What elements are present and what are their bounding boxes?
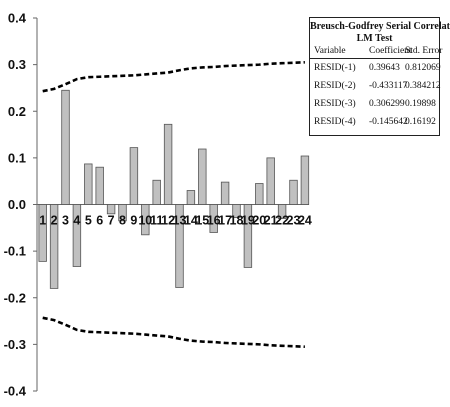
- bar: [186, 190, 196, 205]
- bar: [95, 166, 104, 205]
- bar: [243, 204, 253, 268]
- x-tick-label: 21: [264, 214, 278, 228]
- x-tick-label: 1: [39, 214, 46, 228]
- bar: [163, 123, 173, 205]
- lower-bound-line: [42, 316, 305, 349]
- table-cell-std-error: 0.19898: [405, 99, 436, 109]
- bar: [266, 157, 275, 205]
- bar: [152, 179, 161, 205]
- x-tick-label: 4: [73, 214, 80, 228]
- x-tick-label: 13: [173, 214, 187, 228]
- bar: [175, 204, 184, 288]
- x-tick-label: 12: [161, 214, 175, 228]
- y-tick-label: -0.2: [4, 290, 26, 305]
- bar: [300, 155, 310, 205]
- table-cell-std-error: 0.16192: [405, 117, 436, 127]
- x-tick-label: 3: [62, 214, 69, 228]
- x-tick-label: 2: [51, 214, 58, 228]
- table-cell-variable: RESID(-3): [314, 99, 356, 109]
- x-tick-label: 22: [275, 214, 289, 228]
- bar: [232, 204, 241, 218]
- bar: [72, 204, 82, 267]
- bar: [38, 204, 47, 262]
- y-tick-label: -0.4: [4, 384, 27, 399]
- table-subtitle: LM Test: [356, 33, 393, 44]
- x-tick-label: 17: [218, 214, 232, 228]
- x-tick-label: 24: [298, 214, 312, 228]
- x-tick-label: 14: [184, 214, 198, 228]
- table-cell-variable: RESID(-2): [314, 81, 356, 91]
- bar: [141, 204, 150, 236]
- bar: [255, 183, 264, 205]
- bar: [209, 204, 218, 233]
- x-tick-label: 8: [119, 214, 126, 228]
- bar: [220, 181, 230, 205]
- bar: [106, 204, 116, 215]
- x-tick-label: 23: [287, 214, 301, 228]
- y-tick-label: 0.4: [8, 11, 27, 26]
- table-title: Breusch-Godfrey Serial Correlation: [310, 21, 450, 32]
- y-tick-label: 0.3: [8, 57, 26, 72]
- x-tick-label: 18: [230, 214, 244, 228]
- x-tick-label: 6: [96, 214, 103, 228]
- bar: [277, 204, 287, 219]
- x-tick-label: 20: [252, 214, 266, 228]
- table-header-coefficient: Coefficient: [369, 46, 412, 56]
- table-cell-coefficient: -0.145642: [369, 117, 408, 127]
- table-header-variable: Variable: [314, 46, 346, 56]
- x-tick-label: 11: [150, 214, 163, 228]
- x-tick-label: 15: [195, 214, 209, 228]
- bar: [129, 147, 139, 205]
- table-cell-coefficient: 0.39643: [369, 63, 400, 73]
- y-tick-label: -0.3: [4, 337, 26, 352]
- table-cell-variable: RESID(-1): [314, 63, 356, 73]
- y-tick-label: 0.2: [8, 104, 26, 119]
- x-tick-label: 16: [207, 214, 221, 228]
- y-tick-label: 0.1: [8, 150, 26, 165]
- table-header-divider: [310, 58, 439, 59]
- bar: [289, 179, 298, 205]
- upper-bound-line: [42, 60, 305, 93]
- table-cell-std-error: 0.384212: [405, 81, 441, 91]
- bar: [61, 89, 70, 205]
- x-tick-label: 7: [108, 214, 115, 228]
- table-cell-std-error: 0.812069: [405, 63, 441, 73]
- x-tick-label: 9: [130, 214, 137, 228]
- table-cell-variable: RESID(-4): [314, 117, 356, 127]
- table-cell-coefficient: -0.433117: [369, 81, 408, 91]
- y-tick-label: -0.1: [4, 244, 26, 259]
- bar: [49, 204, 59, 289]
- y-tick-label: 0.0: [8, 197, 26, 212]
- x-tick-label: 19: [241, 214, 255, 228]
- table-header-std-error: Std. Error: [405, 46, 443, 56]
- x-tick-label: 5: [85, 214, 92, 228]
- bar: [118, 204, 127, 222]
- table-cell-coefficient: 0.306299: [369, 99, 405, 109]
- x-tick-label: 10: [138, 214, 152, 228]
- bg-test-table: Breusch-Godfrey Serial Correlation LM Te…: [309, 17, 450, 136]
- bar: [198, 148, 207, 205]
- bar: [84, 163, 93, 205]
